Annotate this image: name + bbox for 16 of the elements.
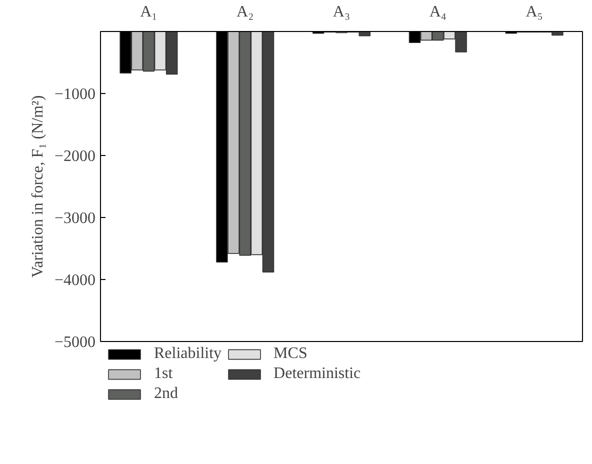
legend-label: 2nd bbox=[154, 385, 178, 403]
legend-label: Reliability bbox=[154, 345, 222, 363]
legend-label: MCS bbox=[274, 345, 308, 363]
x-tick-label: A₂ bbox=[236, 4, 254, 20]
x-tick-label: A₃ bbox=[332, 4, 350, 20]
x-tick-label: A₁ bbox=[140, 4, 158, 20]
y-tick-label: −5000 bbox=[54, 334, 96, 351]
y-tick-label: −2000 bbox=[54, 148, 96, 165]
y-tick-label: −1000 bbox=[54, 86, 96, 103]
y-tick-label: −4000 bbox=[54, 272, 96, 289]
y-tick-label: −3000 bbox=[54, 210, 96, 227]
y-axis-title: Variation in force, F₁ (N/m²) bbox=[29, 95, 46, 278]
x-tick-label: A₄ bbox=[429, 4, 447, 20]
legend-label: 1st bbox=[154, 365, 174, 383]
legend-label: Deterministic bbox=[274, 365, 361, 383]
x-tick-label: A₅ bbox=[526, 4, 543, 20]
